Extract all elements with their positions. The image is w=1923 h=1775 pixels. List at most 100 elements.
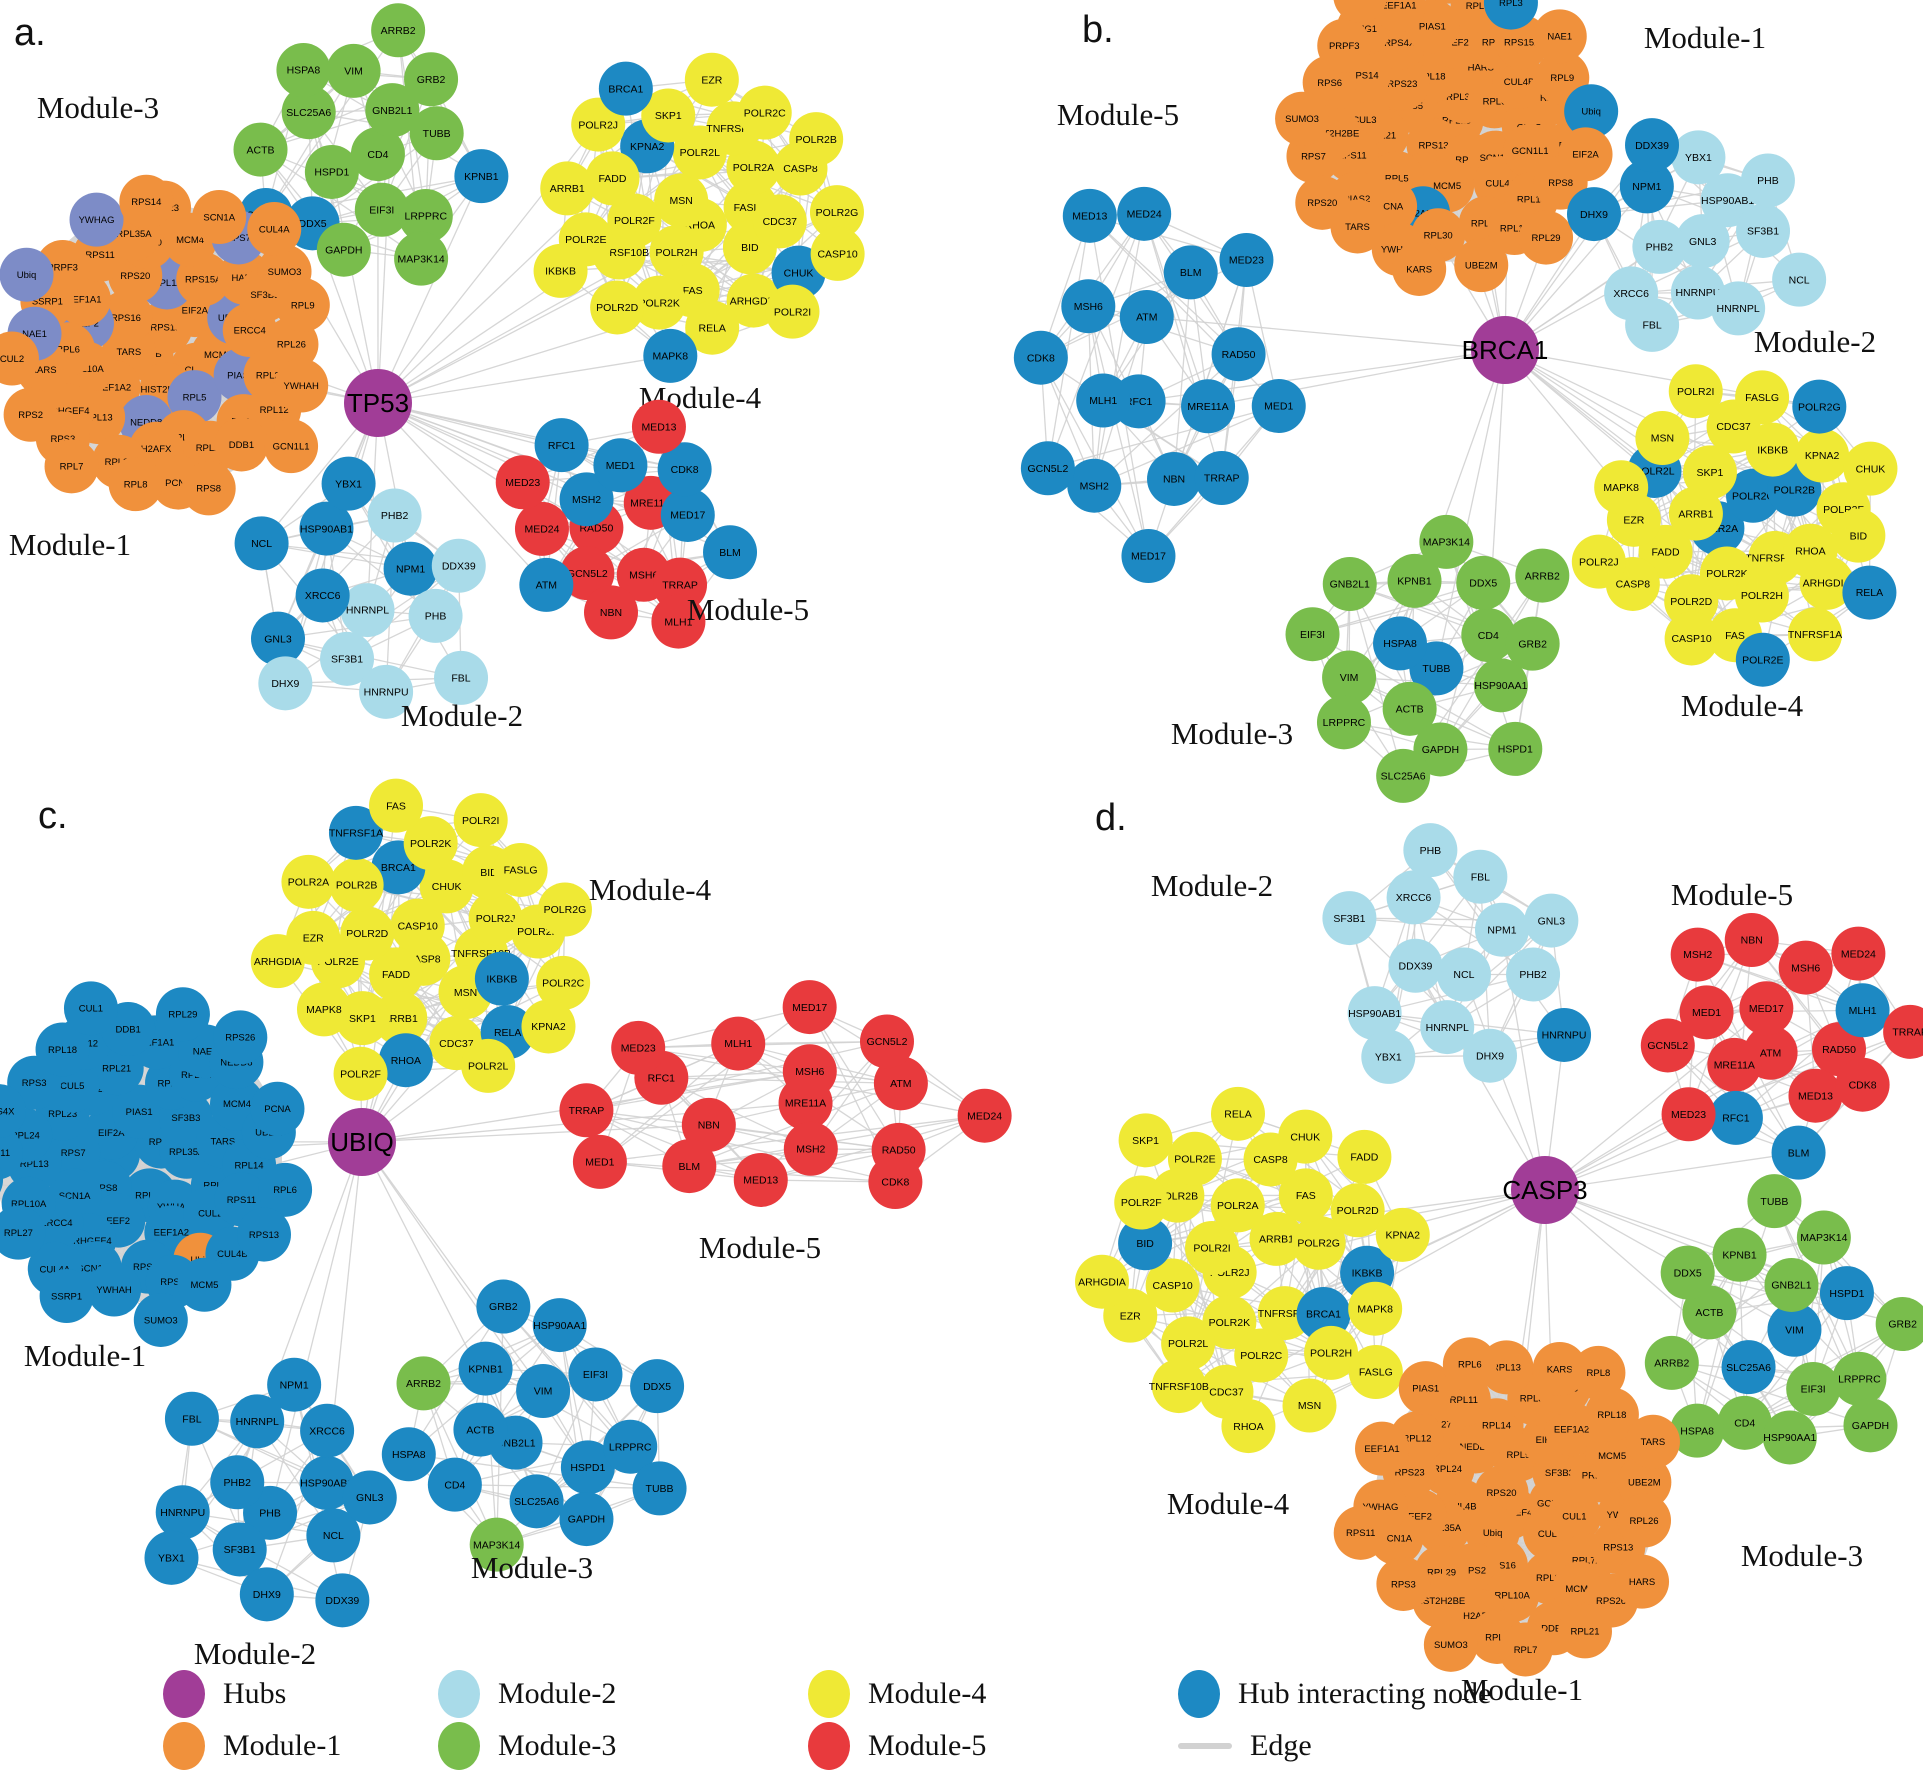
node-CUL4A[interactable] [247, 202, 302, 257]
node-FBL[interactable] [1625, 297, 1680, 352]
node-YBX1[interactable] [144, 1530, 199, 1585]
node-NPM1[interactable] [383, 541, 438, 596]
node-MAP3K14[interactable] [1419, 514, 1474, 569]
node-MED17[interactable] [660, 487, 715, 542]
node-DHX9[interactable] [258, 656, 313, 711]
node-HSP90AA1[interactable] [1473, 658, 1528, 713]
node-FAS[interactable] [1278, 1168, 1333, 1223]
hub-node-UBIQ[interactable] [328, 1108, 396, 1176]
node-HSPA8[interactable] [1670, 1403, 1725, 1458]
node-MLH1[interactable] [1835, 983, 1890, 1038]
node-RAD50[interactable] [1211, 327, 1266, 382]
node-CDK8[interactable] [657, 442, 712, 497]
hub-node-CASP3[interactable] [1511, 1156, 1579, 1224]
node-RPS13[interactable] [236, 1207, 291, 1262]
node-RPL18[interactable] [35, 1022, 90, 1077]
node-GRB2[interactable] [476, 1279, 531, 1334]
node-GAPDH[interactable] [1413, 722, 1468, 777]
node-ERCC4[interactable] [1421, 0, 1475, 4]
node-BID[interactable] [1831, 508, 1886, 563]
node-NBN[interactable] [1724, 913, 1779, 968]
node-ARRB2[interactable] [1515, 548, 1570, 603]
node-POLR2B[interactable] [329, 858, 384, 913]
node-FASLG[interactable] [1735, 370, 1790, 425]
node-HSP90AA1[interactable] [532, 1298, 587, 1353]
node-BLM[interactable] [1163, 245, 1218, 300]
node-BLM[interactable] [1771, 1125, 1826, 1180]
node-POLR2B[interactable] [789, 112, 844, 167]
node-BLM[interactable] [662, 1139, 717, 1194]
node-RFC1[interactable] [534, 418, 589, 473]
node-POLR2E[interactable] [1735, 632, 1790, 687]
node-POLR2D[interactable] [590, 280, 645, 335]
node-MED1[interactable] [1679, 985, 1734, 1040]
node-EIF3I[interactable] [568, 1347, 623, 1402]
node-ARRB2[interactable] [371, 3, 426, 58]
node-FBL[interactable] [1453, 849, 1508, 904]
node-TUBB[interactable] [1747, 1174, 1802, 1229]
node-MED23[interactable] [611, 1020, 666, 1075]
node-DDX5[interactable] [1456, 555, 1511, 610]
node-CASP10[interactable] [390, 898, 445, 953]
node-NCL[interactable] [1436, 947, 1491, 1002]
node-MAPK8[interactable] [296, 982, 351, 1037]
node-ARRB1[interactable] [1668, 486, 1723, 541]
node-TRRAP[interactable] [1194, 451, 1249, 506]
node-SF3B1[interactable] [320, 631, 375, 686]
node-IKBKB[interactable] [1745, 422, 1800, 477]
node-MED1[interactable] [593, 438, 648, 493]
node-RPL18[interactable] [1584, 1387, 1639, 1442]
node-POLR2E[interactable] [1167, 1131, 1222, 1186]
node-POLR2C[interactable] [737, 85, 792, 140]
node-MED13[interactable] [1788, 1068, 1843, 1123]
node-EZR[interactable] [684, 52, 739, 107]
node-VIM[interactable] [326, 43, 381, 98]
node-POLR2I[interactable] [765, 284, 820, 339]
node-PHB[interactable] [408, 588, 463, 643]
node-HNRNPL[interactable] [230, 1394, 285, 1449]
node-IKBKB[interactable] [474, 951, 529, 1006]
node-SF3B1[interactable] [212, 1522, 267, 1577]
node-YBX1[interactable] [1361, 1029, 1416, 1084]
node-TNFRSF10B[interactable] [1151, 1359, 1206, 1414]
node-MED23[interactable] [1661, 1087, 1716, 1142]
node-Ubiq[interactable] [0, 247, 54, 302]
node-RPL6[interactable] [1442, 1337, 1497, 1392]
node-HSPA8[interactable] [1373, 616, 1428, 671]
node-MAPK8[interactable] [643, 328, 698, 383]
node-LRPPRC[interactable] [1316, 695, 1371, 750]
node-ARRB1[interactable] [373, 991, 428, 1046]
node-MED24[interactable] [514, 501, 569, 556]
node-YWHAH[interactable] [274, 358, 329, 413]
node-CHUK[interactable] [1278, 1109, 1333, 1164]
node-XRCC6[interactable] [300, 1403, 355, 1458]
node-FADD[interactable] [1337, 1129, 1392, 1184]
node-FASLG[interactable] [1348, 1345, 1403, 1400]
node-POLR2H[interactable] [1734, 568, 1789, 623]
node-BID[interactable] [1118, 1216, 1173, 1271]
node-CUL2[interactable] [0, 331, 39, 386]
node-HSPA8[interactable] [276, 43, 331, 98]
node-MSH6[interactable] [1778, 940, 1833, 995]
node-DDX39[interactable] [431, 538, 486, 593]
node-UBE2M[interactable] [1454, 238, 1509, 293]
node-FBL[interactable] [434, 650, 489, 705]
node-TUBB[interactable] [409, 106, 464, 161]
node-MSH2[interactable] [1670, 927, 1725, 982]
node-MED13[interactable] [733, 1152, 788, 1207]
node-TNFRSF1A[interactable] [1788, 607, 1843, 662]
node-SKP1[interactable] [1118, 1113, 1173, 1168]
node-KARS[interactable] [1532, 1341, 1587, 1396]
node-SF3B1[interactable] [1736, 203, 1791, 258]
node-YWHAG[interactable] [69, 192, 124, 247]
node-DHX9[interactable] [239, 1567, 294, 1622]
node-POLR2I[interactable] [453, 793, 508, 848]
node-SLC25A6[interactable] [1376, 748, 1431, 803]
node-MRE11A[interactable] [1707, 1037, 1762, 1092]
node-MLH1[interactable] [651, 594, 706, 649]
node-POLR2D[interactable] [1330, 1183, 1385, 1238]
node-ARRB2[interactable] [1644, 1335, 1699, 1390]
node-RPS8[interactable] [181, 461, 236, 516]
node-ARRB2[interactable] [396, 1356, 451, 1411]
node-POLR2L[interactable] [461, 1038, 516, 1093]
